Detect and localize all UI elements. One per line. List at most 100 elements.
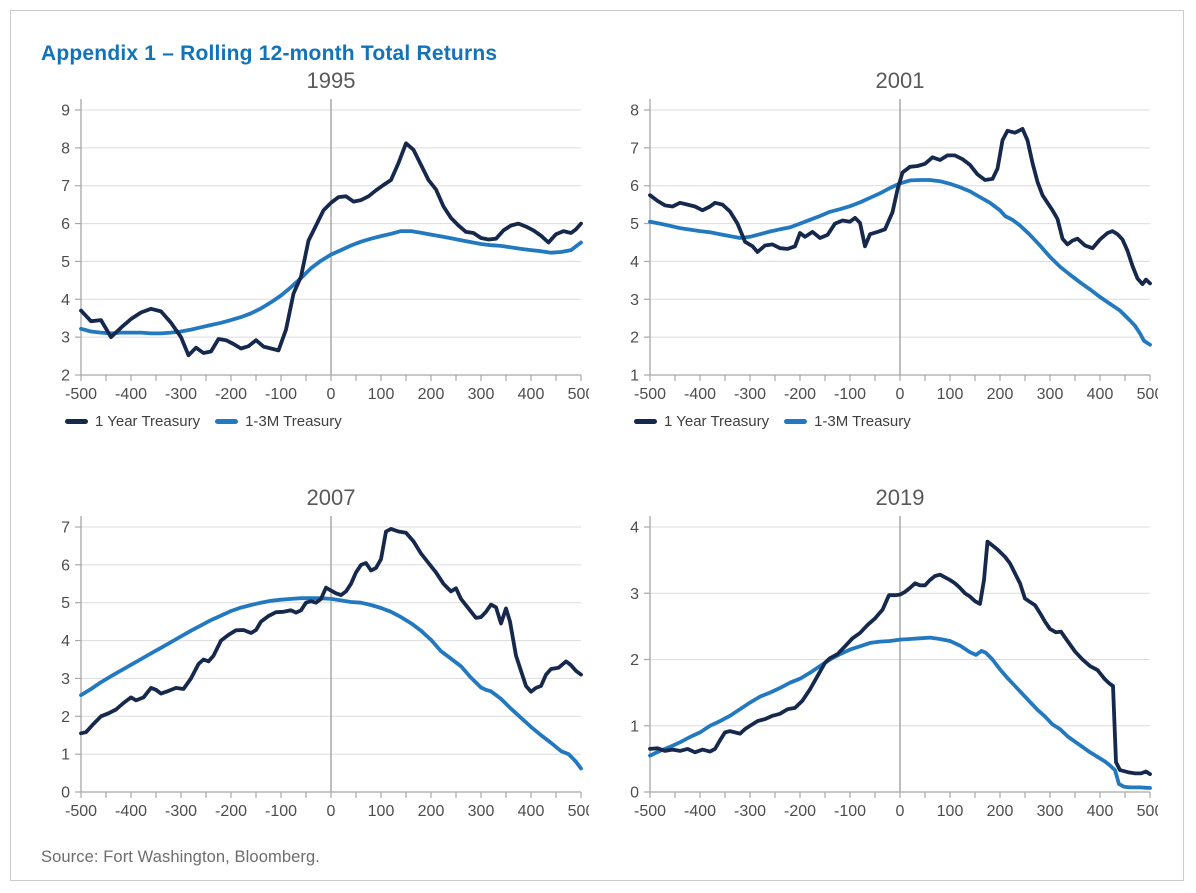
line-plot-2007: 0 1 2 3 4 5 6 7 -500 -400 -300 -200 -100 0 100 200 300 40… (61, 516, 589, 820)
legend-label-1-3m-treasury: 1-3M Treasury (245, 412, 342, 430)
y-tick-label: 1 (630, 368, 639, 385)
series-line-1-year-treasury (79, 141, 583, 358)
y-tick-label: 1 (61, 747, 70, 764)
x-tick-label: -200 (215, 386, 247, 403)
x-tick-label: -100 (265, 386, 297, 403)
y-tick-label: 7 (630, 140, 639, 157)
y-tick-label: 7 (61, 520, 70, 537)
y-tick-label: 3 (630, 586, 639, 603)
x-tick-label: 400 (518, 386, 545, 403)
y-tick-label: 3 (630, 292, 639, 309)
y-tick-label: 5 (61, 595, 70, 612)
page-title: Appendix 1 – Rolling 12-month Total Retu… (41, 42, 498, 66)
x-tick-label: -300 (165, 803, 197, 820)
series-line-1-3m-treasury (79, 229, 583, 336)
x-tick-label: 500 (568, 386, 589, 403)
legend-2001: 1 Year Treasury 1-3M Treasury (610, 410, 1158, 432)
x-tick-label: 300 (1037, 803, 1064, 820)
x-tick-label: 500 (1137, 803, 1158, 820)
y-tick-label: 8 (630, 103, 639, 120)
y-tick-label: 6 (61, 216, 70, 233)
y-tick-label: 5 (61, 254, 70, 271)
x-tick-label: 200 (418, 386, 445, 403)
x-tick-label: 100 (368, 803, 395, 820)
y-tick-label: 2 (630, 330, 639, 347)
x-tick-label: 300 (468, 803, 495, 820)
x-tick-label: 300 (1037, 386, 1064, 403)
x-tick-label: 400 (1087, 803, 1114, 820)
y-tick-label: 1 (630, 718, 639, 735)
y-tick-label: 7 (61, 178, 70, 195)
x-tick-label: 100 (368, 386, 395, 403)
x-tick-label: -200 (784, 803, 816, 820)
x-tick-label: 0 (327, 803, 336, 820)
series-line-1-year-treasury (648, 127, 1152, 287)
source-attribution: Source: Fort Washington, Bloomberg. (41, 848, 320, 866)
x-tick-label: -100 (265, 803, 297, 820)
y-tick-label: 6 (61, 557, 70, 574)
x-tick-label: -400 (115, 386, 147, 403)
x-tick-label: 100 (937, 386, 964, 403)
x-tick-label: -400 (115, 803, 147, 820)
x-tick-label: 0 (327, 386, 336, 403)
y-tick-label: 4 (61, 292, 70, 309)
x-tick-label: 200 (987, 803, 1014, 820)
x-tick-label: 500 (568, 803, 589, 820)
line-plot-2001: 1 2 3 4 5 6 7 8 -500 -400 -300 -200 -100 0 100 200 300 40… (630, 99, 1158, 403)
y-tick-label: 4 (630, 520, 639, 537)
line-plot-2019: 0 1 2 3 4 -500 -400 -300 -200 -100 0 100 200 300 400 50… (630, 516, 1158, 820)
legend-dash-1-3m-treasury (215, 418, 239, 424)
y-tick-label: 4 (61, 633, 70, 650)
x-tick-label: -100 (834, 803, 866, 820)
x-tick-label: 400 (1087, 386, 1114, 403)
x-tick-label: 0 (896, 803, 905, 820)
x-tick-label: 300 (468, 386, 495, 403)
y-tick-label: 9 (61, 103, 70, 120)
series-line-1-3m-treasury (79, 596, 583, 771)
y-tick-label: 8 (61, 140, 70, 157)
y-tick-label: 4 (630, 254, 639, 271)
y-tick-label: 3 (61, 330, 70, 347)
x-tick-label: -300 (165, 386, 197, 403)
chart-title-2001: 2001 (875, 68, 925, 93)
page-frame: Appendix 1 – Rolling 12-month Total Retu… (10, 10, 1184, 881)
charts-grid: 1995 2 3 4 5 6 7 8 9 -500 -400 -300 -200 -100 0 100 200… (41, 67, 1179, 824)
legend-dash-1-year-treasury (634, 418, 657, 424)
y-tick-label: 2 (61, 368, 70, 385)
chart-block-1995: 1995 2 3 4 5 6 7 8 9 -500 -400 -300 -200 -100 0 100 200… (41, 67, 589, 432)
legend-dash-1-year-treasury (65, 418, 88, 424)
x-tick-label: 200 (987, 386, 1014, 403)
y-tick-label: 2 (630, 652, 639, 669)
x-tick-label: -500 (65, 386, 97, 403)
series-line-1-year-treasury (648, 539, 1152, 777)
y-tick-label: 0 (61, 785, 70, 802)
chart-block-2019: 2019 0 1 2 3 4 -500 -400 -300 -200 -100 0 100 200 300… (610, 484, 1158, 824)
series-line-1-3m-treasury (648, 178, 1152, 347)
chart-block-2001: 2001 1 2 3 4 5 6 7 8 -500 -400 -300 -200 -100 0 100 200… (610, 67, 1158, 432)
chart-title-2007: 2007 (306, 485, 356, 510)
x-tick-label: -300 (734, 803, 766, 820)
x-tick-label: -500 (65, 803, 97, 820)
line-plot-1995: 2 3 4 5 6 7 8 9 -500 -400 -300 -200 -100 0 100 200 300 40… (61, 99, 589, 403)
series-line-1-year-treasury (79, 526, 583, 736)
legend-dash-1-3m-treasury (784, 418, 808, 424)
x-tick-label: 100 (937, 803, 964, 820)
series-line-1-3m-treasury (648, 635, 1152, 790)
x-tick-label: 0 (896, 386, 905, 403)
x-tick-label: -300 (734, 386, 766, 403)
x-tick-label: -200 (215, 803, 247, 820)
chart-title-1995: 1995 (306, 68, 356, 93)
y-tick-label: 5 (630, 216, 639, 233)
chart-block-2007: 2007 0 1 2 3 4 5 6 7 -500 -400 -300 -200 -100 0 100 200… (41, 484, 589, 824)
legend-label-1-3m-treasury: 1-3M Treasury (814, 412, 911, 430)
x-tick-label: -400 (684, 803, 716, 820)
x-tick-label: -200 (784, 386, 816, 403)
y-tick-label: 6 (630, 178, 639, 195)
x-tick-label: 500 (1137, 386, 1158, 403)
x-tick-label: -100 (834, 386, 866, 403)
chart-title-2019: 2019 (875, 485, 925, 510)
x-tick-label: -500 (634, 803, 666, 820)
y-tick-label: 0 (630, 785, 639, 802)
y-tick-label: 2 (61, 709, 70, 726)
x-tick-label: 200 (418, 803, 445, 820)
